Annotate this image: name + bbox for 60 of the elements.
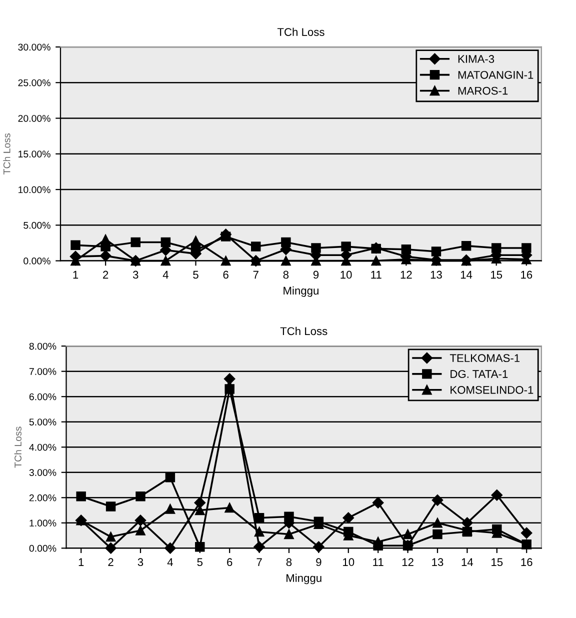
x-tick-label: 9 [316,558,322,566]
x-tick-label: 7 [253,270,258,279]
x-tick-label: 8 [286,558,292,566]
x-tick-label: 14 [460,270,472,279]
y-tick-label: 0.00% [24,258,50,264]
y-tick-label: 8.00% [29,342,56,350]
x-tick-label: 12 [402,558,414,566]
x-tick-label: 12 [400,270,412,279]
y-tick-label: 5.00% [24,222,50,229]
chart-title: TCh Loss [280,326,328,336]
y-tick-label: 5.00% [29,418,56,426]
y-tick-label: 0.00% [29,544,56,552]
legend-label: KOMSELINDO-1 [450,386,534,394]
y-tick-label: 1.00% [30,520,56,527]
x-tick-label: 16 [521,558,532,566]
legend-label: TELKOMAS-1 [450,354,520,362]
x-tick-label: 11 [371,270,382,279]
x-tick-label: 2 [103,270,108,279]
x-tick-label: 15 [492,558,503,566]
x-tick-label: 14 [462,558,474,566]
y-tick-label: 15.00% [18,150,50,158]
y-tick-label: 6.00% [29,393,56,400]
x-tick-label: 15 [491,270,502,279]
x-tick-label: 5 [197,558,203,566]
legend-label: DG. TATA-1 [450,370,508,378]
y-tick-label: 7.00% [29,368,56,375]
y-tick-label: 3.00% [29,469,56,476]
x-tick-label: 10 [340,270,352,279]
x-tick-label: 1 [73,270,78,279]
x-tick-label: 3 [138,558,144,566]
x-tick-label: 4 [167,558,173,566]
y-axis-title: TCh Loss [3,133,10,174]
x-tick-label: 10 [343,558,354,566]
x-tick-label: 6 [227,558,232,566]
legend-label: MATOANGIN-1 [458,70,534,79]
x-tick-label: 7 [256,558,262,566]
legend-label: MAROS-1 [458,86,508,95]
y-tick-label: 30.00% [18,44,50,51]
x-tick-label: 6 [223,270,228,279]
x-tick-label: 3 [132,270,138,279]
chart-title: TCh Loss [277,28,324,36]
x-tick-label: 13 [432,558,444,566]
x-tick-label: 5 [193,270,198,279]
x-tick-label: 9 [313,270,319,279]
x-tick-label: 16 [521,270,532,279]
y-tick-label: 25.00% [18,79,50,86]
y-tick-label: 10.00% [18,186,50,194]
x-axis-title: Minggu [284,286,318,297]
x-tick-label: 1 [78,558,84,566]
y-tick-label: 4.00% [29,444,56,451]
x-tick-label: 13 [430,270,442,279]
x-tick-label: 4 [162,270,168,279]
y-tick-label: 20.00% [18,114,50,122]
x-tick-label: 2 [108,558,114,566]
x-axis-title: Minggu [286,574,322,584]
legend-label: KIMA-3 [458,55,494,63]
x-tick-label: 11 [373,558,384,566]
y-axis-title: TCh Loss [14,426,22,468]
x-tick-label: 8 [283,270,289,279]
y-tick-label: 2.00% [29,494,56,502]
